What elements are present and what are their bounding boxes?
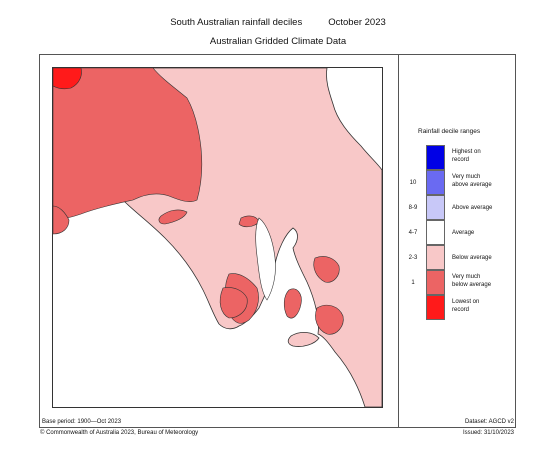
rainfall-map — [52, 67, 383, 408]
swatch-lowest-on-record — [426, 295, 445, 320]
legend-label-above: Above average — [452, 205, 493, 211]
legend-label-below: Below average — [452, 255, 492, 261]
legend-label-highest-2: record — [452, 157, 470, 163]
south-east-very-much-below — [315, 304, 344, 335]
range-2-3: 2-3 — [408, 255, 418, 261]
swatch-average — [426, 220, 445, 245]
legend-label-vma-2: above average — [452, 182, 492, 188]
range-1: 1 — [411, 280, 415, 286]
legend-label-highest: Highest on record — [452, 148, 481, 164]
issued-date: Issued: 31/10/2023 — [462, 430, 514, 436]
figure-frame — [39, 54, 516, 428]
kangaroo-island — [287, 332, 320, 347]
swatch-above-average — [426, 195, 445, 220]
legend-label-lowest-2: record — [452, 307, 470, 313]
legend-label-vmb-2: below average — [452, 282, 492, 288]
title-period: October 2023 — [328, 17, 386, 28]
swatch-highest-on-record — [426, 145, 445, 170]
swatch-very-much-below — [426, 270, 445, 295]
copyright: © Commonwealth of Australia 2023, Bureau… — [40, 430, 199, 436]
legend-label-very-much-above: Very much above average — [452, 173, 492, 189]
legend-label-vmb-1: Very much — [452, 274, 481, 280]
legend-label-average: Average — [452, 230, 475, 236]
range-8-9: 8-9 — [408, 205, 418, 211]
swatch-very-much-above — [426, 170, 445, 195]
legend-label-highest-1: Highest on — [452, 149, 481, 155]
range-4-7: 4-7 — [408, 230, 418, 236]
title-main: South Australian rainfall deciles — [170, 17, 303, 28]
nw-very-much-below — [53, 68, 203, 220]
mid-north-very-much-below — [313, 256, 340, 283]
nw-lowest-on-record — [53, 68, 82, 90]
central-patch-1 — [158, 209, 188, 225]
legend-label-vma-1: Very much — [452, 174, 481, 180]
spencer-gulf — [255, 217, 276, 301]
range-10: 10 — [409, 180, 417, 186]
map-title: South Australian rainfall deciles October… — [0, 17, 556, 28]
legend-divider — [398, 54, 399, 428]
base-period: Base period: 1900—Oct 2023 — [42, 419, 122, 425]
west-coast-very-much-below — [53, 205, 70, 235]
map-subtitle: Australian Gridded Climate Data — [209, 36, 347, 47]
swatch-below-average — [426, 245, 445, 270]
dataset: Dataset: AGCD v2 — [464, 419, 514, 425]
legend-title: Rainfall decile ranges — [418, 128, 481, 135]
legend-label-lowest: Lowest on record — [452, 298, 479, 314]
lower-eyre-very-much-below — [219, 287, 248, 319]
legend-label-very-much-below: Very much below average — [452, 273, 491, 289]
yorke-peninsula-very-much-below — [283, 288, 302, 319]
legend-label-lowest-1: Lowest on — [452, 299, 480, 305]
map-svg — [53, 68, 382, 407]
